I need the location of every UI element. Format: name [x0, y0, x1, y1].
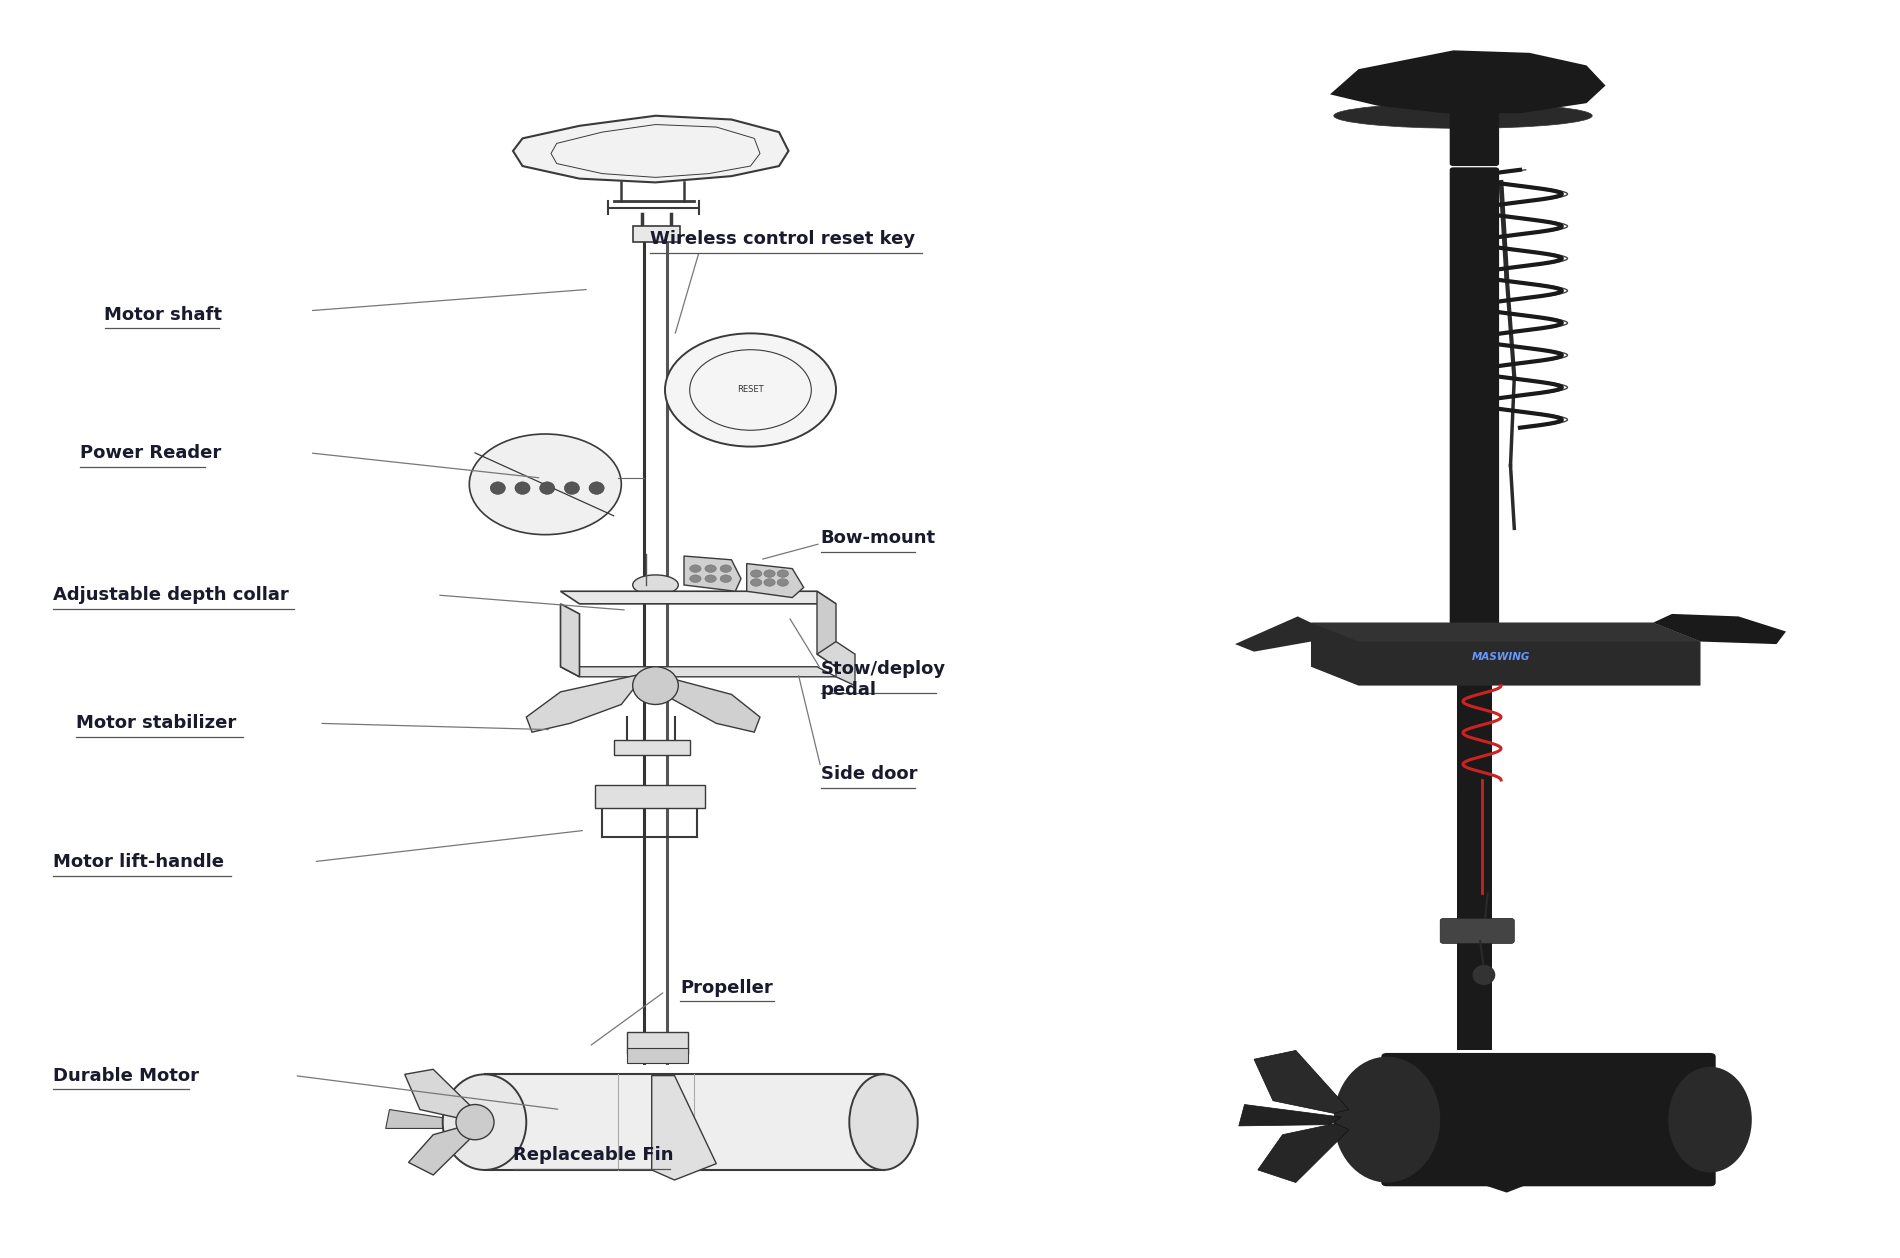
Polygon shape [1311, 623, 1700, 642]
FancyBboxPatch shape [1381, 1053, 1716, 1186]
Polygon shape [1330, 50, 1606, 113]
FancyBboxPatch shape [633, 226, 680, 242]
Polygon shape [1258, 1123, 1349, 1183]
Ellipse shape [705, 565, 716, 572]
FancyBboxPatch shape [627, 1032, 688, 1054]
Ellipse shape [849, 1074, 918, 1170]
Ellipse shape [540, 482, 555, 494]
Text: Replaceable Fin: Replaceable Fin [513, 1146, 673, 1164]
Text: RESET: RESET [737, 385, 764, 395]
Ellipse shape [777, 579, 788, 586]
Ellipse shape [777, 570, 788, 577]
Text: Wireless control reset key: Wireless control reset key [650, 230, 916, 248]
Ellipse shape [750, 579, 762, 586]
Ellipse shape [564, 482, 580, 494]
Text: Bow-mount: Bow-mount [821, 530, 937, 547]
Text: Motor shaft: Motor shaft [104, 306, 222, 323]
FancyBboxPatch shape [614, 740, 690, 755]
Ellipse shape [515, 482, 530, 494]
FancyBboxPatch shape [1457, 679, 1492, 1050]
FancyBboxPatch shape [1440, 918, 1514, 944]
Ellipse shape [1334, 103, 1592, 128]
Polygon shape [817, 642, 855, 686]
Polygon shape [1311, 623, 1700, 686]
Polygon shape [1239, 1105, 1341, 1126]
Polygon shape [526, 673, 646, 732]
Ellipse shape [690, 575, 701, 582]
Text: Power Reader: Power Reader [80, 444, 220, 462]
Polygon shape [684, 556, 741, 591]
Ellipse shape [750, 570, 762, 577]
Polygon shape [560, 591, 836, 604]
Polygon shape [1653, 614, 1786, 644]
FancyBboxPatch shape [484, 1074, 884, 1170]
Ellipse shape [665, 333, 836, 447]
Text: Motor stabilizer: Motor stabilizer [76, 715, 236, 732]
Ellipse shape [1334, 1057, 1440, 1183]
Ellipse shape [690, 565, 701, 572]
Ellipse shape [720, 565, 732, 572]
Ellipse shape [490, 482, 505, 494]
Polygon shape [747, 564, 804, 598]
Ellipse shape [1472, 965, 1495, 985]
Text: Propeller: Propeller [680, 979, 773, 996]
FancyBboxPatch shape [1450, 111, 1499, 166]
Text: Adjustable depth collar: Adjustable depth collar [53, 586, 289, 604]
Text: Durable Motor: Durable Motor [53, 1067, 200, 1084]
Ellipse shape [720, 575, 732, 582]
Polygon shape [560, 604, 580, 677]
Ellipse shape [633, 667, 678, 704]
Ellipse shape [456, 1105, 494, 1140]
Ellipse shape [633, 575, 678, 595]
Text: Side door: Side door [821, 765, 918, 782]
FancyBboxPatch shape [627, 1048, 688, 1063]
Text: MASWING: MASWING [1472, 652, 1530, 662]
Polygon shape [1476, 1151, 1539, 1193]
Polygon shape [1235, 616, 1311, 652]
Text: Motor lift-handle: Motor lift-handle [53, 853, 224, 871]
Text: Stow/deploy
pedal: Stow/deploy pedal [821, 660, 946, 698]
FancyBboxPatch shape [595, 785, 705, 808]
Ellipse shape [589, 482, 604, 494]
Polygon shape [652, 1076, 716, 1180]
Polygon shape [817, 591, 836, 667]
Ellipse shape [443, 1074, 526, 1170]
Polygon shape [665, 677, 760, 732]
Polygon shape [408, 1125, 481, 1175]
Ellipse shape [764, 570, 775, 577]
Polygon shape [1254, 1050, 1349, 1113]
Polygon shape [560, 667, 836, 677]
Polygon shape [386, 1110, 471, 1128]
Ellipse shape [469, 434, 621, 535]
Polygon shape [405, 1069, 481, 1120]
Ellipse shape [764, 579, 775, 586]
Ellipse shape [1387, 1057, 1710, 1183]
Polygon shape [513, 116, 788, 182]
Ellipse shape [705, 575, 716, 582]
Ellipse shape [1668, 1067, 1752, 1172]
FancyBboxPatch shape [1450, 167, 1499, 669]
